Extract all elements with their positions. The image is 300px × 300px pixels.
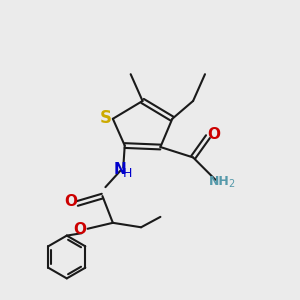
Text: 2: 2 (228, 179, 235, 190)
Text: H: H (123, 167, 132, 180)
Text: NH: NH (209, 175, 230, 188)
Text: N: N (114, 162, 127, 177)
Text: O: O (207, 127, 220, 142)
Text: O: O (64, 194, 77, 208)
Text: O: O (73, 222, 86, 237)
Text: S: S (99, 109, 111, 127)
